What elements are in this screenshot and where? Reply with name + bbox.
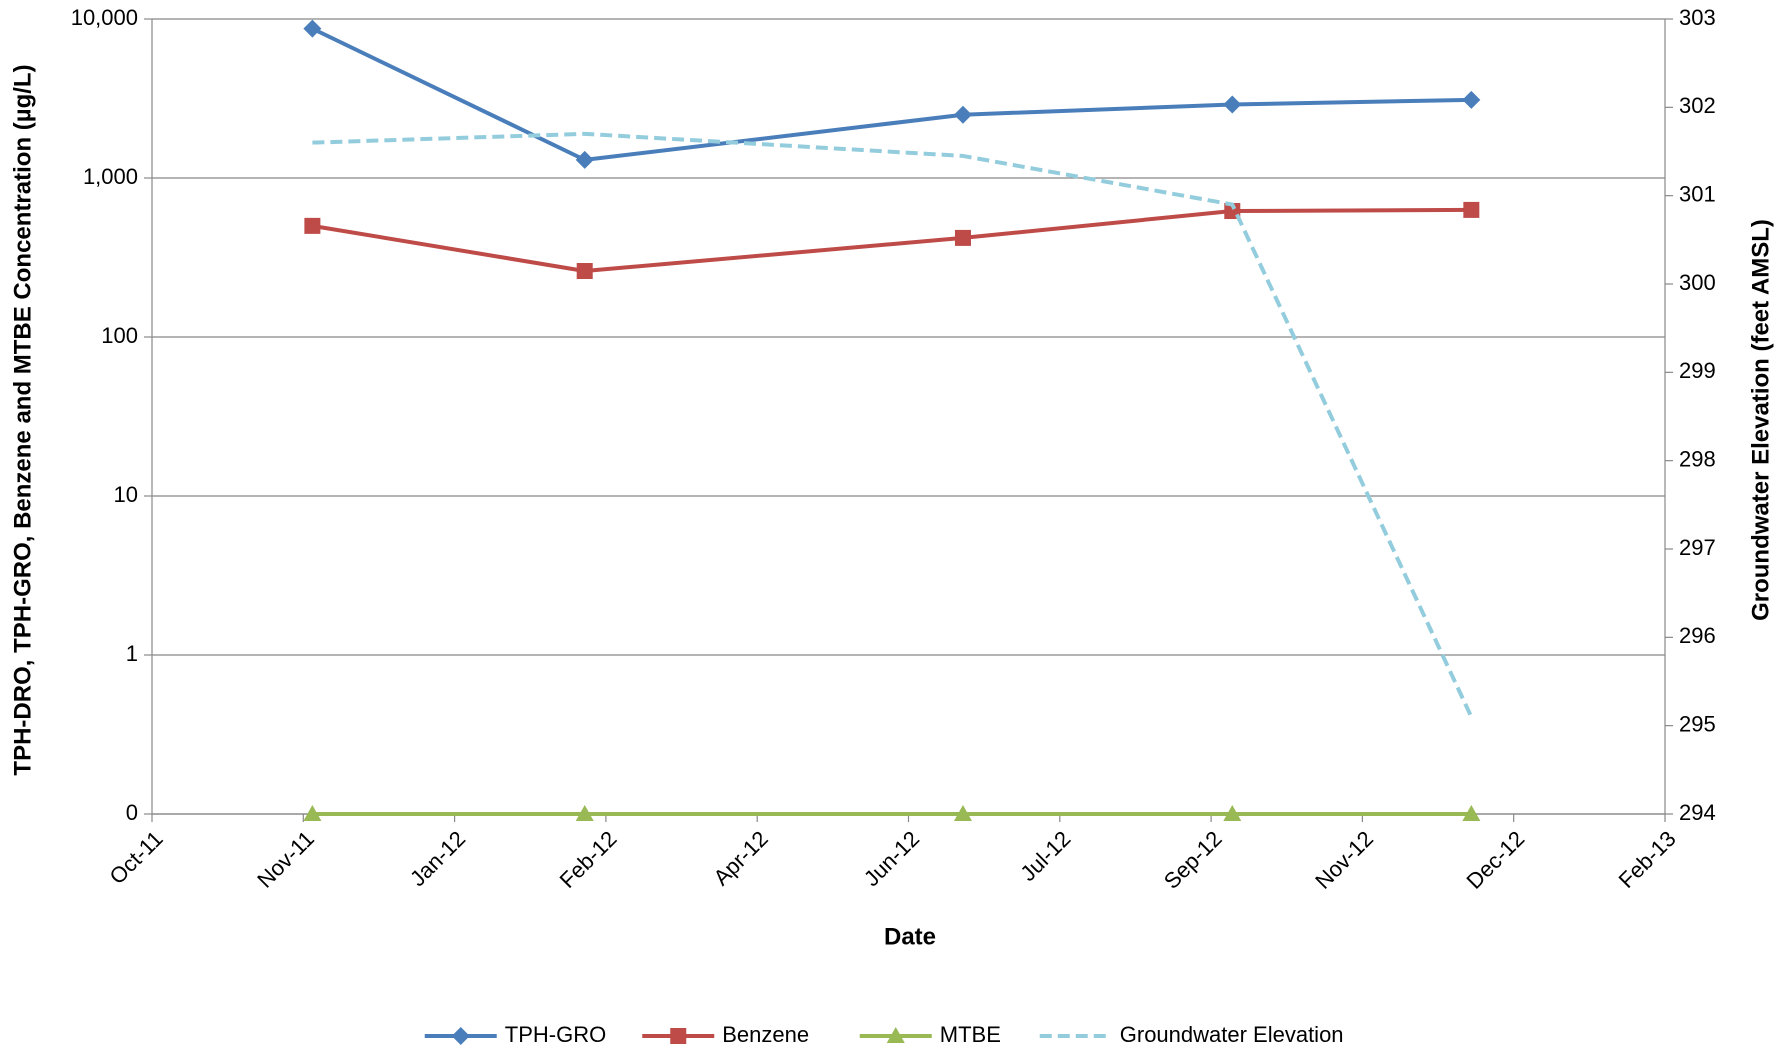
marker <box>1463 201 1480 218</box>
y2-tick-label: 298 <box>1679 446 1716 471</box>
x-tick-label: Jan-12 <box>405 826 470 891</box>
y-axis-title: TPH-DRO, TPH-GRO, Benzene and MTBE Conce… <box>9 64 36 775</box>
legend-item: Groundwater Elevation <box>1039 1022 1344 1047</box>
x-tick-label: Oct-11 <box>104 826 167 889</box>
legend-item: TPH-GRO <box>424 1022 606 1047</box>
x-tick-label: Feb-12 <box>555 826 622 893</box>
marker <box>1223 95 1242 114</box>
x-tick-label: Jul-12 <box>1015 826 1075 886</box>
marker <box>304 217 321 234</box>
y-tick-label: 10 <box>114 482 138 507</box>
marker <box>303 805 322 821</box>
marker <box>886 1027 905 1043</box>
y-tick-label: 100 <box>101 323 138 348</box>
marker <box>953 805 972 821</box>
marker <box>451 1027 470 1045</box>
legend-item: Benzene <box>642 1022 809 1047</box>
y2-axis-title: Groundwater Elevation (feet AMSL) <box>1747 219 1774 621</box>
y-tick-label: 0 <box>126 800 138 825</box>
x-tick-label: Nov-12 <box>1310 826 1378 894</box>
x-tick-label: Nov-11 <box>252 826 319 893</box>
marker <box>953 105 972 124</box>
y2-tick-label: 300 <box>1679 270 1716 295</box>
marker <box>1462 805 1481 821</box>
marker <box>575 805 594 821</box>
y2-tick-label: 303 <box>1679 5 1716 30</box>
marker <box>1462 90 1481 109</box>
y2-tick-label: 295 <box>1679 711 1716 736</box>
marker <box>576 263 593 280</box>
y-tick-label: 10,000 <box>71 5 138 30</box>
marker <box>303 19 322 38</box>
marker <box>1223 805 1242 821</box>
legend-item: MTBE <box>859 1022 1001 1047</box>
legend-label: Groundwater Elevation <box>1120 1022 1344 1047</box>
x-tick-label: Jun-12 <box>859 826 924 891</box>
x-tick-label: Feb-13 <box>1614 826 1681 893</box>
y2-tick-label: 297 <box>1679 535 1716 560</box>
y2-tick-label: 296 <box>1679 623 1716 648</box>
x-tick-label: Apr-12 <box>708 826 772 890</box>
y-tick-label: 1 <box>126 641 138 666</box>
y2-tick-label: 302 <box>1679 93 1716 118</box>
y2-tick-label: 299 <box>1679 358 1716 383</box>
y2-tick-label: 301 <box>1679 181 1716 206</box>
y2-tick-label: 294 <box>1679 800 1716 825</box>
x-tick-label: Sep-12 <box>1159 826 1227 894</box>
y-tick-label: 1,000 <box>83 164 138 189</box>
series-line <box>311 26 1472 162</box>
legend-label: Benzene <box>722 1022 809 1047</box>
x-tick-label: Dec-12 <box>1462 826 1530 894</box>
marker <box>575 150 594 169</box>
legend-label: MTBE <box>940 1022 1001 1047</box>
legend-label: TPH-GRO <box>505 1022 606 1047</box>
series-line <box>312 207 1472 274</box>
x-axis-title: Date <box>884 923 936 950</box>
marker <box>670 1028 687 1044</box>
series-line <box>312 131 1474 718</box>
marker <box>954 229 971 246</box>
